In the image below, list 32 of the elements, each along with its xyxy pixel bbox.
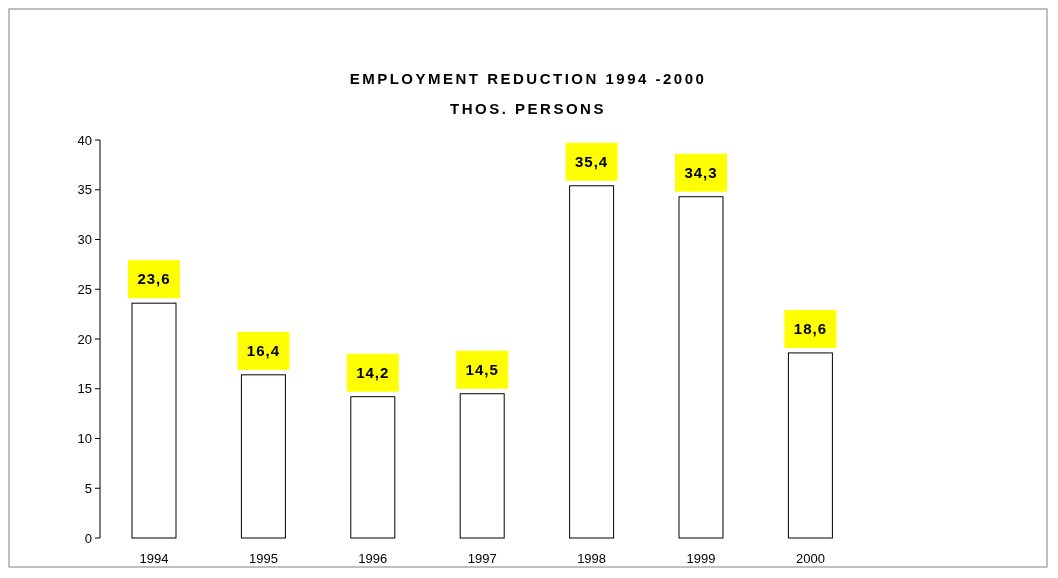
bar <box>350 396 396 539</box>
x-tick-label: 1999 <box>686 551 716 566</box>
y-tick-label: 35 <box>77 182 92 198</box>
x-tick-label: 1998 <box>577 551 607 566</box>
data-label: 23,6 <box>137 270 171 288</box>
bar <box>787 352 833 539</box>
y-tick-label: 40 <box>77 132 92 148</box>
x-tick-label: 2000 <box>795 551 825 566</box>
y-tick-label: 5 <box>84 480 92 496</box>
data-label: 14,2 <box>356 363 390 381</box>
chart-subtitle: THOS. PERSONS <box>450 100 606 117</box>
bar <box>678 196 724 539</box>
bar <box>569 185 615 539</box>
y-tick-label: 0 <box>84 530 92 546</box>
y-tick-label: 20 <box>77 331 92 347</box>
y-tick-label: 10 <box>77 431 92 447</box>
data-label: 34,3 <box>684 163 718 181</box>
y-tick-label: 15 <box>77 381 92 397</box>
data-label: 16,4 <box>246 342 280 360</box>
data-label: 14,5 <box>465 360 499 378</box>
x-tick-label: 1997 <box>467 551 497 566</box>
y-tick-label: 25 <box>77 281 92 297</box>
bar <box>240 374 286 539</box>
y-tick-label: 30 <box>77 232 92 248</box>
x-tick-label: 1994 <box>139 551 169 566</box>
bar <box>131 302 177 539</box>
x-tick-label: 1995 <box>248 551 278 566</box>
data-label: 35,4 <box>575 153 609 171</box>
chart-title: EMPLOYMENT REDUCTION 1994 -2000 <box>349 70 707 87</box>
data-label: 18,6 <box>793 320 827 338</box>
x-tick-label: 1996 <box>358 551 388 566</box>
bar <box>459 393 505 539</box>
